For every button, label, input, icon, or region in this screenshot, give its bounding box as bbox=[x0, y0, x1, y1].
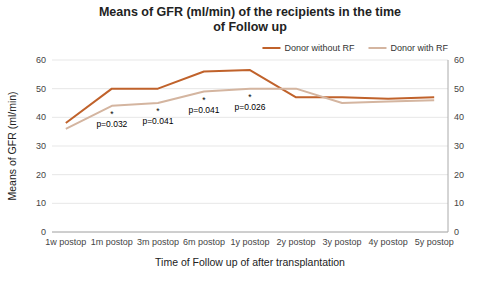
y2-tick-label: 40 bbox=[454, 112, 464, 122]
x-tick-label: 5y postop bbox=[415, 237, 454, 247]
annotation: *p=0.041 bbox=[188, 95, 219, 115]
annotation-line: p=0.026 bbox=[235, 102, 266, 112]
annotation-line: * bbox=[156, 106, 160, 116]
legend: Donor with RF Donor without RF bbox=[262, 43, 448, 53]
legend-label: Donor without RF bbox=[284, 43, 355, 53]
grid-line bbox=[52, 60, 448, 61]
y-tick-label: 40 bbox=[36, 112, 46, 122]
title: Means of GFR (ml/min) of the recipients … bbox=[99, 5, 401, 34]
annotation-line: * bbox=[110, 109, 114, 119]
x-axis-label: Time of Follow up of after transplantati… bbox=[155, 256, 345, 268]
annotation-line: p=0.032 bbox=[96, 119, 127, 129]
title-line: of Follow up bbox=[213, 20, 287, 34]
annotation-line: * bbox=[248, 92, 252, 102]
chart-container: Means of GFR (ml/min) of the recipients … bbox=[0, 0, 500, 299]
series-line bbox=[66, 70, 434, 123]
x-tick-label: 6m postop bbox=[183, 237, 225, 247]
y2-tick-label: 30 bbox=[454, 141, 464, 151]
series-line bbox=[66, 89, 434, 129]
grid-line bbox=[52, 146, 448, 147]
y-axis-label: Means of GFR (ml/min) bbox=[6, 91, 18, 200]
legend-swatch bbox=[368, 47, 386, 49]
annotation-line: p=0.041 bbox=[142, 116, 173, 126]
background bbox=[0, 0, 500, 299]
y-tick-label: 10 bbox=[36, 198, 46, 208]
x-tick-label: 4y postop bbox=[369, 237, 408, 247]
grid-line bbox=[52, 203, 448, 204]
y2-axis-line bbox=[448, 60, 449, 232]
y-tick-label: 60 bbox=[36, 55, 46, 65]
y-tick-label: 50 bbox=[36, 84, 46, 94]
y2-tick-label: 50 bbox=[454, 84, 464, 94]
annotation-line: p=0.041 bbox=[188, 105, 219, 115]
annotation: *p=0.032 bbox=[96, 109, 127, 129]
y2-tick-label: 20 bbox=[454, 170, 464, 180]
y2-tick-label: 0 bbox=[454, 227, 459, 237]
title-line: Means of GFR (ml/min) of the recipients … bbox=[99, 5, 401, 19]
x-tick-label: 1m postop bbox=[91, 237, 133, 247]
chart: Means of GFR (ml/min) of the recipients … bbox=[0, 0, 500, 299]
y2-tick-label: 60 bbox=[454, 55, 464, 65]
grid bbox=[52, 60, 448, 232]
x-tick-label: 3y postop bbox=[323, 237, 362, 247]
y2-tick-label: 10 bbox=[454, 198, 464, 208]
legend-label: Donor with RF bbox=[390, 43, 448, 53]
lines bbox=[66, 70, 434, 129]
y-tick-label: 20 bbox=[36, 170, 46, 180]
x-axis-line bbox=[52, 232, 448, 233]
x-tick-label: 3m postop bbox=[137, 237, 179, 247]
annotation-line: * bbox=[202, 95, 206, 105]
annotation: *p=0.041 bbox=[142, 106, 173, 126]
y-tick-label: 30 bbox=[36, 141, 46, 151]
x-tick-label: 1w postop bbox=[45, 237, 86, 247]
x-tick-label: 2y postop bbox=[277, 237, 316, 247]
annotation: *p=0.026 bbox=[235, 92, 266, 112]
grid-line bbox=[52, 232, 448, 233]
y-tick-label: 0 bbox=[41, 227, 46, 237]
legend-swatch bbox=[262, 47, 280, 49]
grid-line bbox=[52, 174, 448, 175]
x-tick-label: 1y postop bbox=[230, 237, 269, 247]
